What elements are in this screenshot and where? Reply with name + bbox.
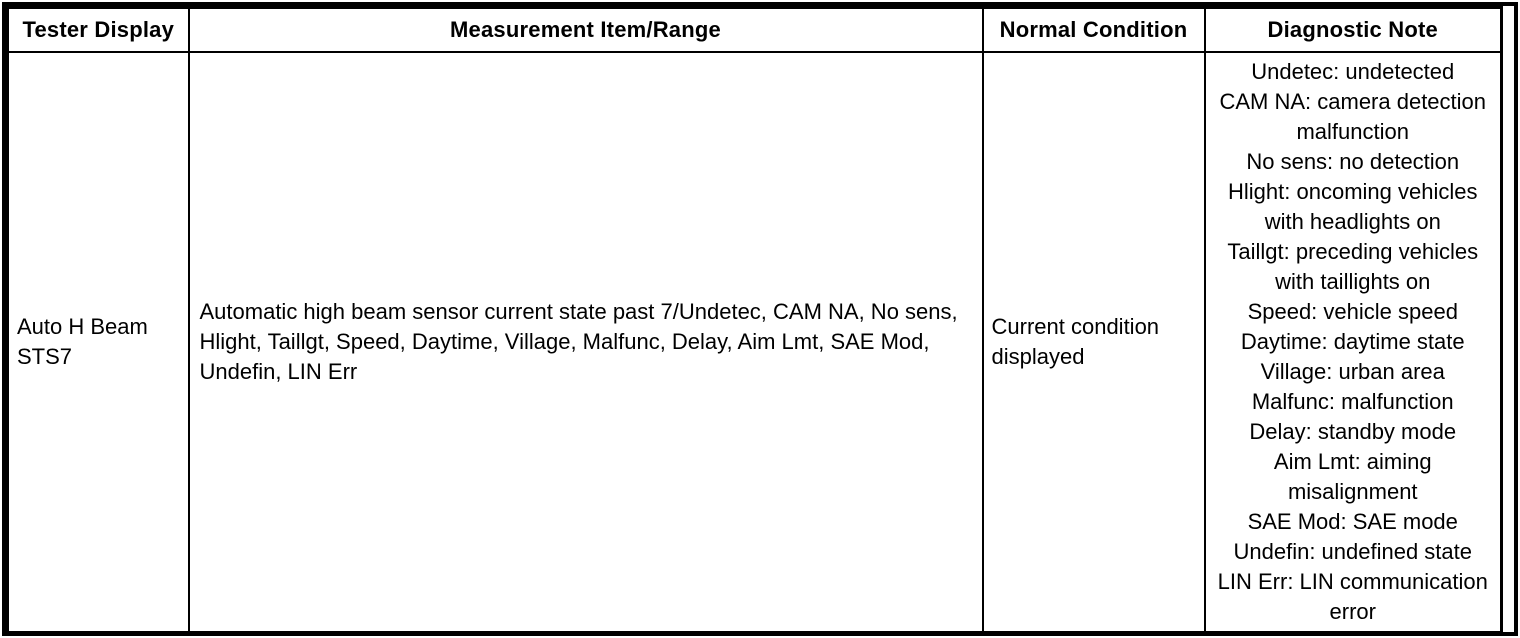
cell-tester-display: Auto H Beam STS7	[6, 51, 190, 634]
diagnostic-note: Village: urban area	[1260, 359, 1445, 384]
diagnostic-note: No sens: no detection	[1246, 149, 1460, 174]
cell-normal-condition: Current condition displayed	[981, 51, 1206, 634]
diagnostic-note-list: Undetec: undetected CAM NA: camera detect…	[1216, 57, 1491, 627]
header-diagnostic-note: Diagnostic Note	[1203, 6, 1503, 53]
diagnostic-note: Malfunc: malfunction	[1251, 389, 1454, 414]
diagnostic-note: Hlight: oncoming vehicles with headlight…	[1228, 179, 1478, 234]
diagnostic-note: Taillgt: preceding vehicles with taillig…	[1227, 239, 1479, 294]
header-normal-condition: Normal Condition	[981, 6, 1206, 53]
table-row: Auto H Beam STS7 Automatic high beam sen…	[6, 51, 1503, 634]
cell-measurement-item-range: Automatic high beam sensor current state…	[187, 51, 984, 634]
header-measurement-item-range: Measurement Item/Range	[187, 6, 984, 53]
diagnostic-note: Delay: standby mode	[1249, 419, 1457, 444]
diagnostic-note: Speed: vehicle speed	[1247, 299, 1458, 324]
diagnostic-spec-table: Tester Display Measurement Item/Range No…	[6, 6, 1503, 634]
header-tester-display: Tester Display	[6, 6, 190, 53]
diagnostic-note: LIN Err: LIN communication error	[1217, 569, 1488, 624]
diagnostic-note: Undefin: undefined state	[1233, 539, 1472, 564]
diagnostic-note: Daytime: daytime state	[1240, 329, 1465, 354]
header-row: Tester Display Measurement Item/Range No…	[6, 6, 1503, 53]
diagnostic-note: CAM NA: camera detection malfunction	[1219, 89, 1487, 144]
diagnostic-note: Undetec: undetected	[1251, 59, 1455, 84]
diagnostic-note: SAE Mod: SAE mode	[1247, 509, 1458, 534]
diagnostic-note: Aim Lmt: aiming misalignment	[1273, 449, 1432, 504]
cell-diagnostic-note: Undetec: undetected CAM NA: camera detect…	[1203, 51, 1503, 634]
